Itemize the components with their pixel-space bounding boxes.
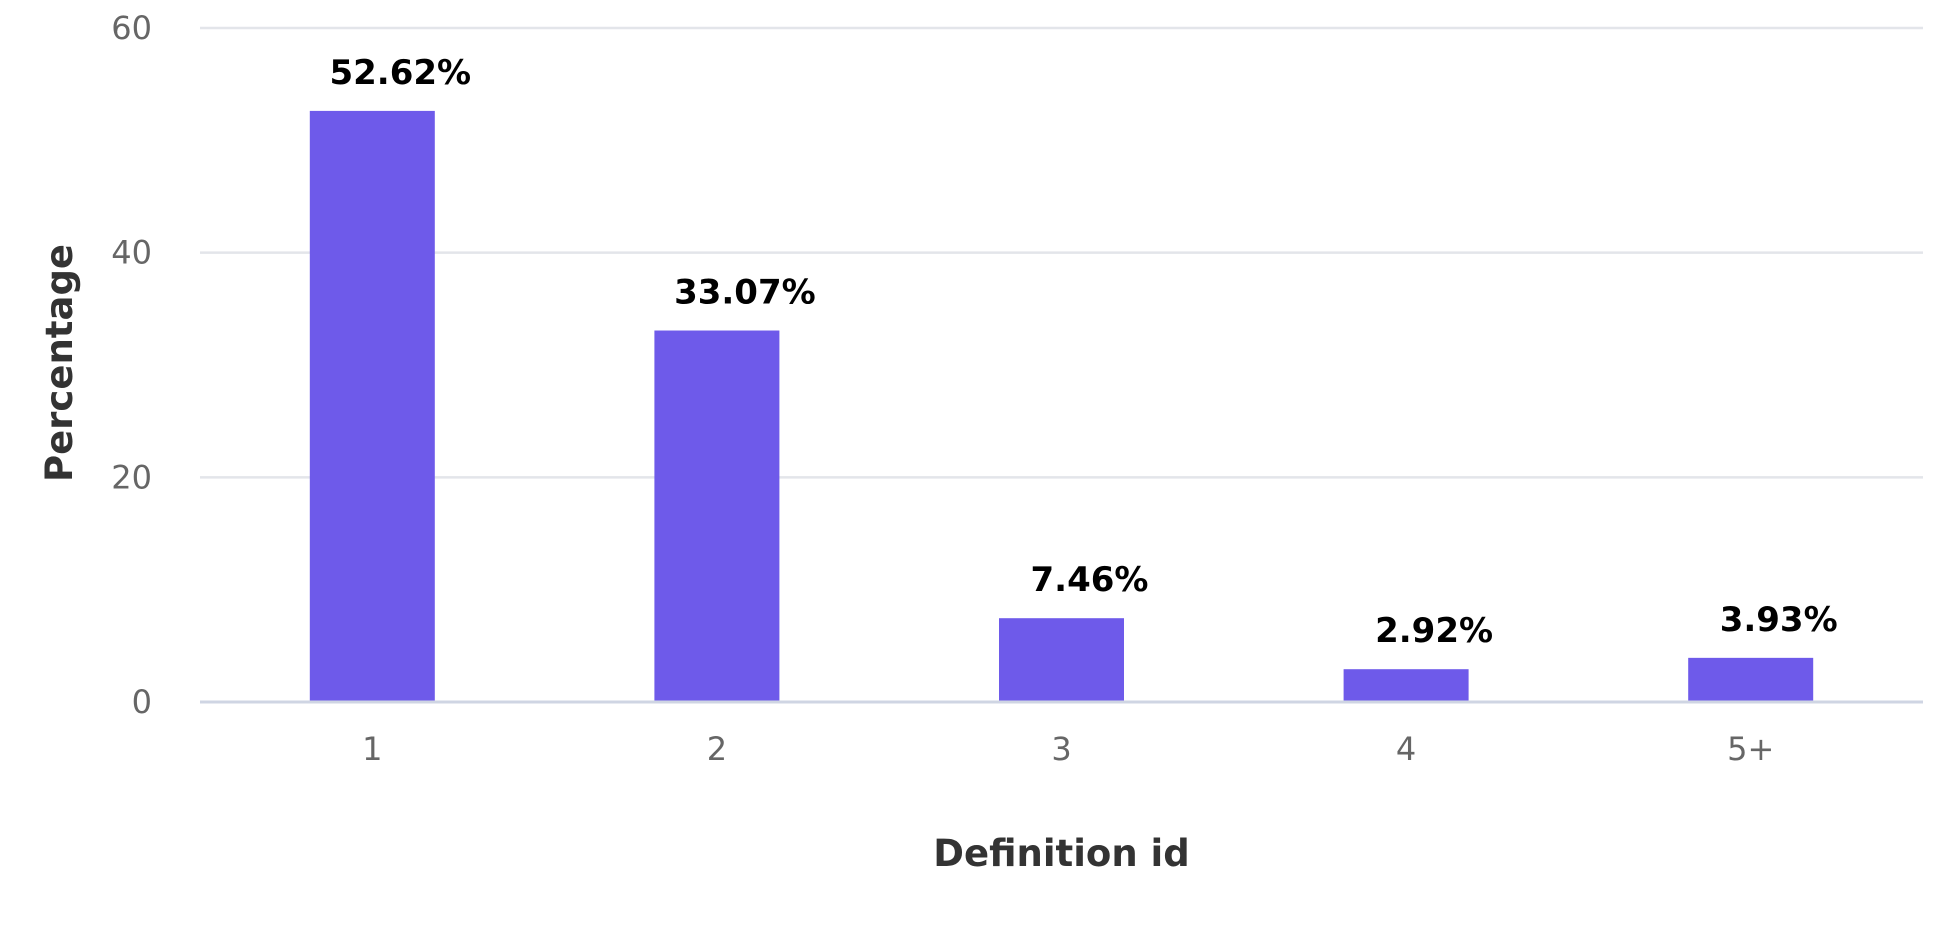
x-tick-label: 5+ [1727,730,1774,768]
bars [309,110,1814,703]
y-tick-labels: 0 20 40 60 [111,9,152,721]
data-label: 2.92% [1375,611,1493,651]
x-tick-label: 3 [1051,730,1071,768]
y-tick-label: 20 [111,458,152,496]
bar [309,110,435,703]
y-axis-title: Percentage [38,244,81,482]
y-tick-label: 60 [111,9,152,47]
y-gridlines [200,26,1923,479]
bar [999,618,1124,702]
y-tick-label: 0 [132,683,152,721]
x-tick-label: 1 [362,730,382,768]
data-label: 7.46% [1031,560,1149,600]
data-labels: 52.62% 33.07% 7.46% 2.92% 3.93% [329,53,1837,651]
data-label: 33.07% [674,273,816,313]
x-tick-labels: 1 2 3 4 5+ [362,730,1774,768]
bar [654,330,780,702]
data-label: 52.62% [329,53,471,93]
y-tick-label: 40 [111,234,152,272]
bar [1343,669,1469,702]
x-tick-label: 4 [1396,730,1416,768]
x-axis-title: Definition id [933,832,1189,875]
data-label: 3.93% [1720,600,1838,640]
x-tick-label: 2 [707,730,727,768]
bar [1688,657,1814,702]
